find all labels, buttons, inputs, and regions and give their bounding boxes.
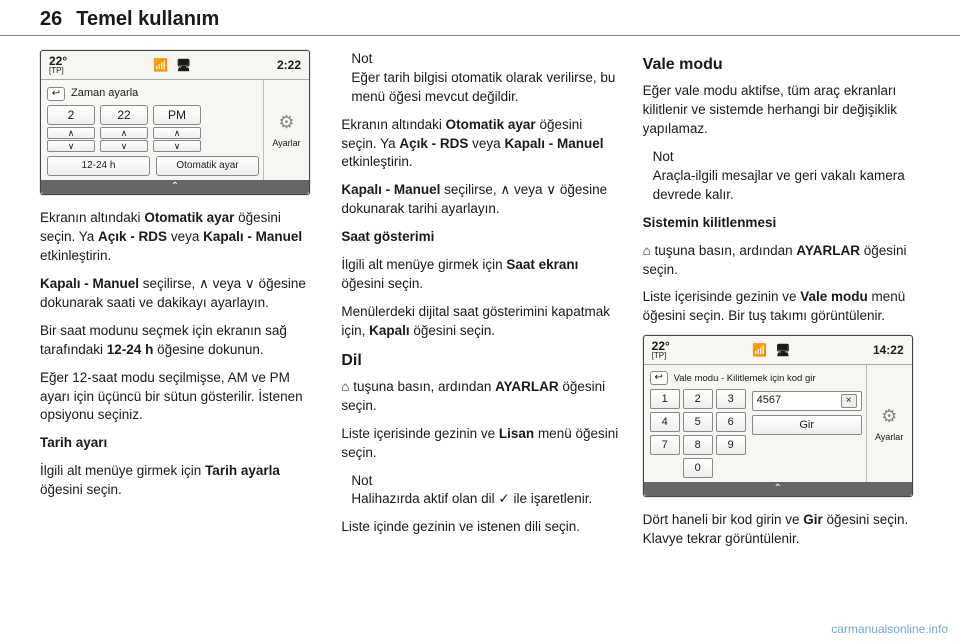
screen-title: Zaman ayarla [71, 86, 138, 101]
footer-caret[interactable]: ⌃ [41, 180, 309, 194]
statusbar: 22° [TP] 📶 🖥 2:22 [41, 51, 309, 80]
key-1[interactable]: 1 [650, 389, 680, 409]
status-icons: 📶 🖥 [153, 57, 191, 74]
key-7[interactable]: 7 [650, 435, 680, 455]
clear-icon[interactable]: × [841, 394, 857, 408]
page-number: 26 [40, 8, 62, 31]
paragraph: Menülerdeki dijital saat gösterimini kap… [341, 303, 618, 341]
signal-icon: 📶 [752, 342, 767, 359]
note: Not Halihazırda aktif olan dil ✓ ile işa… [341, 472, 618, 510]
paragraph: Eğer 12-saat modu seçilmişse, AM ve PM a… [40, 369, 317, 426]
section-heading: Vale modu [643, 54, 920, 76]
paragraph: Liste içerisinde gezinin ve Vale modu me… [643, 288, 920, 326]
key-2[interactable]: 2 [683, 389, 713, 409]
ampm-spinner[interactable]: PM ∧∨ [153, 105, 201, 152]
watermark: carmanualsonline.info [831, 622, 948, 636]
column-1: 22° [TP] 📶 🖥 2:22 ↩ Zaman ayarla [40, 50, 317, 558]
subheading: Sistemin kilitlenmesi [643, 214, 920, 233]
paragraph: Ekranın altındaki Otomatik ayar öğesini … [40, 209, 317, 266]
gear-icon: ⚙ [881, 404, 897, 429]
key-9[interactable]: 9 [716, 435, 746, 455]
paragraph: Kapalı - Manuel seçilirse, ∧ veya ∨ öğes… [341, 181, 618, 219]
code-field[interactable]: 4567 × [752, 391, 862, 411]
page-header: 26 Temel kullanım [0, 0, 960, 36]
vale-mode-screenshot: 22° [TP] 📶 🖥 14:22 ↩ Vale modu - Kilitle… [643, 335, 913, 497]
key-8[interactable]: 8 [683, 435, 713, 455]
key-0[interactable]: 0 [683, 458, 713, 478]
paragraph: Kapalı - Manuel seçilirse, ∧ veya ∨ öğes… [40, 275, 317, 313]
clock: 14:22 [873, 342, 904, 359]
key-3[interactable]: 3 [716, 389, 746, 409]
paragraph: Ekranın altındaki Otomatik ayar öğesini … [341, 116, 618, 173]
hour-spinner[interactable]: 2 ∧∨ [47, 105, 95, 152]
keypad: 1 2 3 4 5 6 7 8 9 0 [650, 389, 746, 478]
signal-icon: 📶 [153, 57, 168, 74]
paragraph: ⌂ tuşuna basın, ardından AYARLAR öğesini… [643, 242, 920, 280]
paragraph: Liste içerisinde gezinin ve Lisan menü ö… [341, 425, 618, 463]
chevron-down-icon[interactable]: ∨ [100, 140, 148, 152]
subheading: Saat gösterimi [341, 228, 618, 247]
chevron-up-icon[interactable]: ∧ [153, 127, 201, 139]
paragraph: ⌂ tuşuna basın, ardından AYARLAR öğesini… [341, 378, 618, 416]
format-button[interactable]: 12-24 h [47, 156, 150, 176]
chevron-up-icon[interactable]: ∧ [47, 127, 95, 139]
key-6[interactable]: 6 [716, 412, 746, 432]
back-icon[interactable]: ↩ [650, 371, 668, 385]
tp-indicator: [TP] [49, 67, 67, 75]
note: Not Araçla-ilgili mesajlar ve geri vakal… [643, 148, 920, 205]
sidebar-label: Ayarlar [875, 431, 903, 444]
paragraph: İlgili alt menüye girmek için Tarih ayar… [40, 462, 317, 500]
media-icon: 🖥 [775, 342, 790, 359]
section-title: Temel kullanım [76, 8, 219, 31]
media-icon: 🖥 [176, 57, 191, 74]
tp-indicator: [TP] [652, 352, 670, 360]
auto-button[interactable]: Otomatik ayar [156, 156, 259, 176]
clock: 2:22 [277, 57, 301, 74]
sidebar-label: Ayarlar [272, 137, 300, 150]
subheading: Tarih ayarı [40, 434, 317, 453]
column-3: Vale modu Eğer vale modu aktifse, tüm ar… [643, 50, 920, 558]
sidebar[interactable]: ⚙ Ayarlar [866, 365, 912, 482]
gear-icon: ⚙ [278, 110, 294, 135]
key-4[interactable]: 4 [650, 412, 680, 432]
content-columns: 22° [TP] 📶 🖥 2:22 ↩ Zaman ayarla [0, 36, 960, 558]
note: Not Eğer tarih bilgisi otomatik olarak v… [341, 50, 618, 107]
status-icons: 📶 🖥 [752, 342, 790, 359]
chevron-up-icon[interactable]: ∧ [100, 127, 148, 139]
back-icon[interactable]: ↩ [47, 87, 65, 101]
statusbar: 22° [TP] 📶 🖥 14:22 [644, 336, 912, 365]
sidebar[interactable]: ⚙ Ayarlar [263, 80, 309, 180]
time-settings-screenshot: 22° [TP] 📶 🖥 2:22 ↩ Zaman ayarla [40, 50, 310, 195]
footer-caret[interactable]: ⌃ [644, 482, 912, 496]
chevron-down-icon[interactable]: ∨ [47, 140, 95, 152]
enter-button[interactable]: Gir [752, 415, 862, 435]
column-2: Not Eğer tarih bilgisi otomatik olarak v… [341, 50, 618, 558]
minute-spinner[interactable]: 22 ∧∨ [100, 105, 148, 152]
paragraph: Bir saat modunu seçmek için ekranın sağ … [40, 322, 317, 360]
paragraph: Eğer vale modu aktifse, tüm araç ekranla… [643, 82, 920, 139]
paragraph: Dört haneli bir kod girin ve Gir öğesini… [643, 511, 920, 549]
paragraph: Liste içinde gezinin ve istenen dili seç… [341, 518, 618, 537]
section-heading: Dil [341, 350, 618, 372]
paragraph: İlgili alt menüye girmek için Saat ekran… [341, 256, 618, 294]
chevron-down-icon[interactable]: ∨ [153, 140, 201, 152]
screen-title: Vale modu - Kilitlemek için kod gir [674, 372, 816, 385]
key-5[interactable]: 5 [683, 412, 713, 432]
